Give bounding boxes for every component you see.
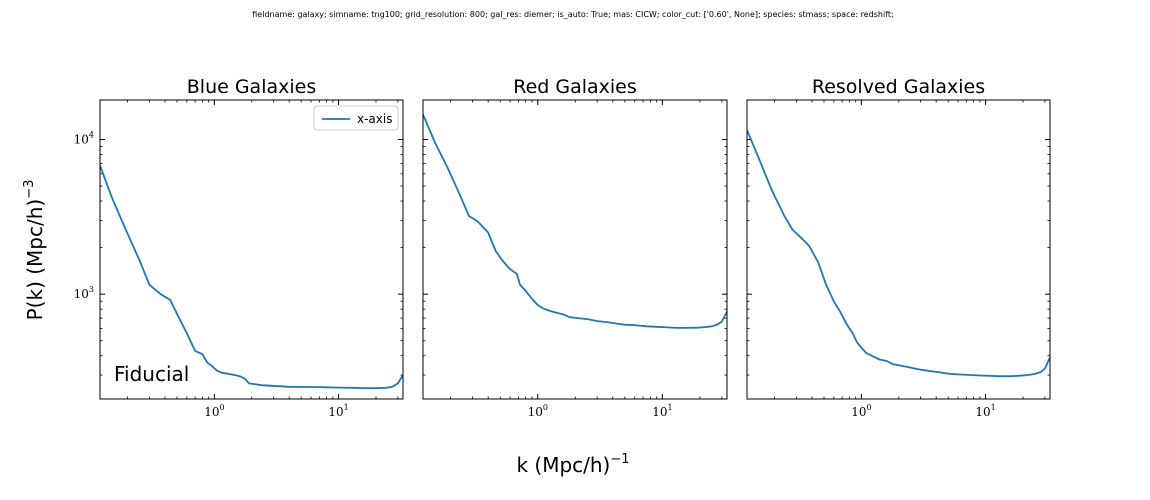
plot-frame bbox=[422, 99, 728, 400]
x-axis-label: k (Mpc/h)−1 bbox=[516, 452, 629, 477]
minor-ticks bbox=[747, 100, 1050, 399]
x-tick-label-base: 10 bbox=[328, 405, 343, 419]
y-axis-label: P(k) (Mpc/h)−3 bbox=[22, 180, 47, 321]
y-tick-label-base: 10 bbox=[74, 287, 89, 301]
x-tick-label-base: 10 bbox=[204, 405, 219, 419]
plot-frame bbox=[746, 99, 1051, 400]
x-tick-label-base: 10 bbox=[652, 405, 667, 419]
y-tick-label: 103 bbox=[74, 285, 94, 301]
x-tick-label-base: 10 bbox=[975, 405, 990, 419]
y-tick-label-exponent: 4 bbox=[89, 130, 94, 139]
legend-label: x-axis bbox=[357, 112, 392, 126]
x-tick-label: 101 bbox=[975, 403, 995, 419]
y-tick-label: 104 bbox=[74, 130, 94, 146]
x-axis-label-base: k (Mpc/h) bbox=[516, 453, 610, 477]
minor-ticks bbox=[423, 100, 727, 399]
y-tick-label-base: 10 bbox=[74, 132, 89, 146]
plot-frame bbox=[99, 99, 404, 400]
x-tick-label-exponent: 1 bbox=[991, 403, 996, 412]
x-tick-label-exponent: 1 bbox=[344, 403, 349, 412]
x-tick-label: 100 bbox=[204, 403, 224, 419]
x-tick-label-base: 10 bbox=[851, 405, 866, 419]
x-tick-label: 100 bbox=[528, 403, 548, 419]
legend-box bbox=[313, 105, 399, 131]
x-axis-label-exponent: −1 bbox=[610, 452, 629, 467]
series-line-1 bbox=[100, 165, 403, 390]
panel-title: Resolved Galaxies bbox=[812, 76, 985, 98]
x-tick-label-exponent: 0 bbox=[543, 403, 548, 412]
panel-title: Red Galaxies bbox=[513, 76, 637, 98]
x-tick-label-base: 10 bbox=[528, 405, 543, 419]
figure-suptitle: fieldname: galaxy; simname: tng100; grid… bbox=[252, 10, 893, 19]
x-tick-label-exponent: 0 bbox=[866, 403, 871, 412]
x-tick-label-exponent: 1 bbox=[667, 403, 672, 412]
x-tick-label: 101 bbox=[328, 403, 348, 419]
panel-title: Blue Galaxies bbox=[187, 76, 316, 98]
y-axis-label-exponent: −3 bbox=[22, 180, 37, 199]
minor-ticks bbox=[100, 100, 403, 399]
legend: x-axis bbox=[313, 105, 399, 131]
y-axis-label-base: P(k) (Mpc/h) bbox=[23, 199, 47, 321]
series-line-1 bbox=[747, 129, 1050, 378]
panel-annotation: Fiducial bbox=[114, 362, 189, 386]
series-line-1 bbox=[423, 114, 727, 329]
x-tick-label-exponent: 0 bbox=[219, 403, 224, 412]
x-tick-label: 101 bbox=[652, 403, 672, 419]
x-tick-label: 100 bbox=[851, 403, 871, 419]
y-tick-label-exponent: 3 bbox=[89, 285, 94, 294]
